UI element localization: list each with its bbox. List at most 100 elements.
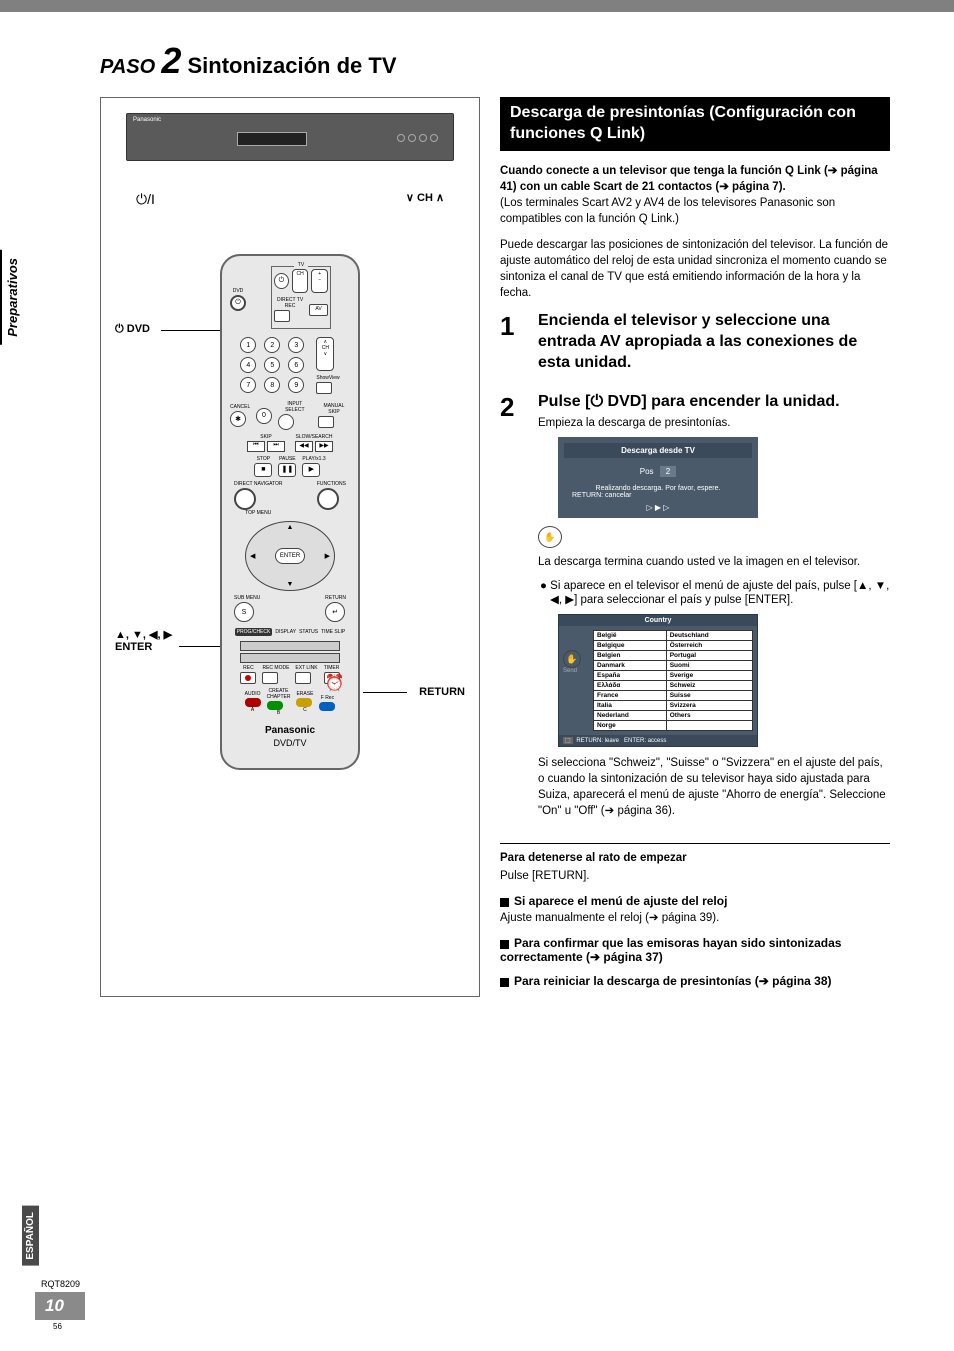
hand-icon: ✋	[563, 650, 581, 668]
remote-color-a	[245, 698, 261, 707]
callout-dvd: ⏻ DVD	[115, 323, 150, 336]
topmenu-label: TOP MENU	[234, 510, 283, 516]
remote-ch-rocker2: ∧CH∨	[316, 337, 334, 371]
country-cell: Italia	[594, 700, 667, 710]
country-cell: Svizzera	[666, 700, 752, 710]
stop-text: Pulse [RETURN].	[500, 868, 890, 884]
sub-head-1: Si aparece el menú de ajuste del reloj	[500, 894, 890, 908]
func-label: FUNCTIONS	[317, 481, 346, 487]
panel-btn	[408, 134, 416, 142]
country-cell	[666, 720, 752, 730]
step-word: PASO	[100, 56, 155, 78]
remote-num: 3	[288, 337, 304, 353]
side-tab-section: Preparativos	[0, 250, 23, 345]
remote-enter: ENTER	[275, 548, 305, 564]
slow-label: SLOW/SEARCH	[295, 434, 333, 440]
country-cell: Portugal	[666, 650, 752, 660]
divider	[500, 843, 890, 844]
remote-num: 0	[256, 408, 271, 424]
country-cell: France	[594, 690, 667, 700]
screen-msg: Realizando descarga. Por favor, espere.	[564, 485, 752, 492]
paragraph: Si selecciona "Schweiz", "Suisse" o "Svi…	[538, 755, 890, 819]
country-cell: Suomi	[666, 660, 752, 670]
country-cell: Sverige	[666, 670, 752, 680]
pause-label: PAUSE	[278, 456, 296, 462]
screen-title: Descarga desde TV	[564, 443, 752, 458]
remote-showview	[316, 382, 332, 394]
remote-numpad: 1 2 3 4 5 6 7 8 9	[240, 337, 306, 393]
power-icon-label: ⏻/I	[136, 191, 155, 224]
country-cell: Danmark	[594, 660, 667, 670]
play-label: PLAY/x1.3	[302, 456, 325, 462]
remote-timer: ⏰	[324, 672, 340, 684]
status-label: STATUS	[299, 629, 318, 635]
remote-skip-fwd: ⏭	[267, 441, 285, 452]
erase-label: ERASE	[296, 691, 313, 697]
paragraph: Cuando conecte a un televisor que tenga …	[500, 163, 890, 227]
paragraph: Puede descargar las posiciones de sinton…	[500, 237, 890, 301]
remote-play: ▶	[302, 463, 320, 477]
remote-search-back: ◀◀	[295, 441, 313, 452]
remote-bar1	[240, 641, 340, 651]
skip-label: SKIP	[247, 434, 285, 440]
country-side: ✋ Send	[563, 630, 593, 731]
country-cell: Belgien	[594, 650, 667, 660]
panel-btn	[397, 134, 405, 142]
cancel-label: CANCEL	[230, 404, 250, 410]
page-number: 10	[35, 1292, 85, 1320]
sub-head-2: Para confirmar que las emisoras hayan si…	[500, 936, 890, 964]
country-cell: Norge	[594, 720, 667, 730]
remote-dvd-label: DVD	[230, 288, 246, 294]
stop-label: STOP	[254, 456, 272, 462]
sub-head-3: Para reiniciar la descarga de presintoní…	[500, 974, 890, 988]
country-cell: Deutschland	[666, 630, 752, 640]
frec-label: F Rec	[319, 695, 335, 701]
country-cell: Others	[666, 710, 752, 720]
remote-direct-rec	[274, 310, 290, 322]
a-label: A	[245, 707, 261, 713]
remote-stop: ■	[254, 463, 272, 477]
dnav-label: DIRECT NAVIGATOR	[234, 481, 283, 487]
top-bar	[0, 0, 954, 12]
remote-color-c	[296, 698, 312, 707]
rqt-code: RQT8209	[41, 1279, 85, 1289]
remote-manual-skip	[318, 416, 334, 428]
input-label: INPUT SELECT	[278, 401, 312, 413]
remote-num: 9	[288, 377, 304, 393]
step-1: 1 Encienda el televisor y seleccione una…	[500, 311, 890, 377]
device-brand: Panasonic	[133, 117, 161, 123]
callout-line	[179, 646, 223, 647]
remote-direct-navigator	[234, 488, 256, 510]
remote-num: 5	[264, 357, 280, 373]
country-cell: Nederland	[594, 710, 667, 720]
country-cell: Schweiz	[666, 680, 752, 690]
remote-num: 6	[288, 357, 304, 373]
submenu-label: SUB MENU	[234, 595, 260, 601]
panel-btn	[419, 134, 427, 142]
remote-functions	[317, 488, 339, 510]
diagram-box: Panasonic ⏻/I ∨ CH ∧ ⏻ DVD ▲, ▼, ◀, ▶ EN…	[100, 97, 480, 997]
remote-rec-mode	[262, 672, 278, 684]
return-badge: ⬚	[563, 737, 573, 744]
panel-btn	[430, 134, 438, 142]
page-title: PASO 2 Sintonización de TV	[100, 40, 909, 82]
display-label: DISPLAY	[275, 629, 296, 635]
stop-head: Para detenerse al rato de empezar	[500, 850, 890, 866]
timer-label: TIMER	[324, 665, 340, 671]
remote-direct-rec-label: DIRECT TV REC	[274, 297, 306, 309]
country-cell: Suisse	[666, 690, 752, 700]
para-rest: (Los terminales Scart AV2 y AV4 de los t…	[500, 197, 835, 225]
remote-tv-label: TV	[294, 262, 308, 268]
remote-num: 1	[240, 337, 256, 353]
remote-control: DVD ⏻ TV ⏻ CH +− D	[220, 254, 360, 770]
remote-pause: ❚❚	[278, 463, 296, 477]
section-header: Descarga de presintonías (Configuración …	[500, 97, 890, 151]
country-header: Country	[559, 615, 757, 626]
extlink-label: EXT LINK	[295, 665, 317, 671]
remote-rec	[240, 672, 256, 684]
recmode-label: REC MODE	[262, 665, 289, 671]
remote-color-d	[319, 702, 335, 711]
remote-model: DVD/TV	[230, 738, 350, 748]
remote-num: 8	[264, 377, 280, 393]
step-sub: Empieza la descarga de presintonías.	[538, 417, 890, 429]
